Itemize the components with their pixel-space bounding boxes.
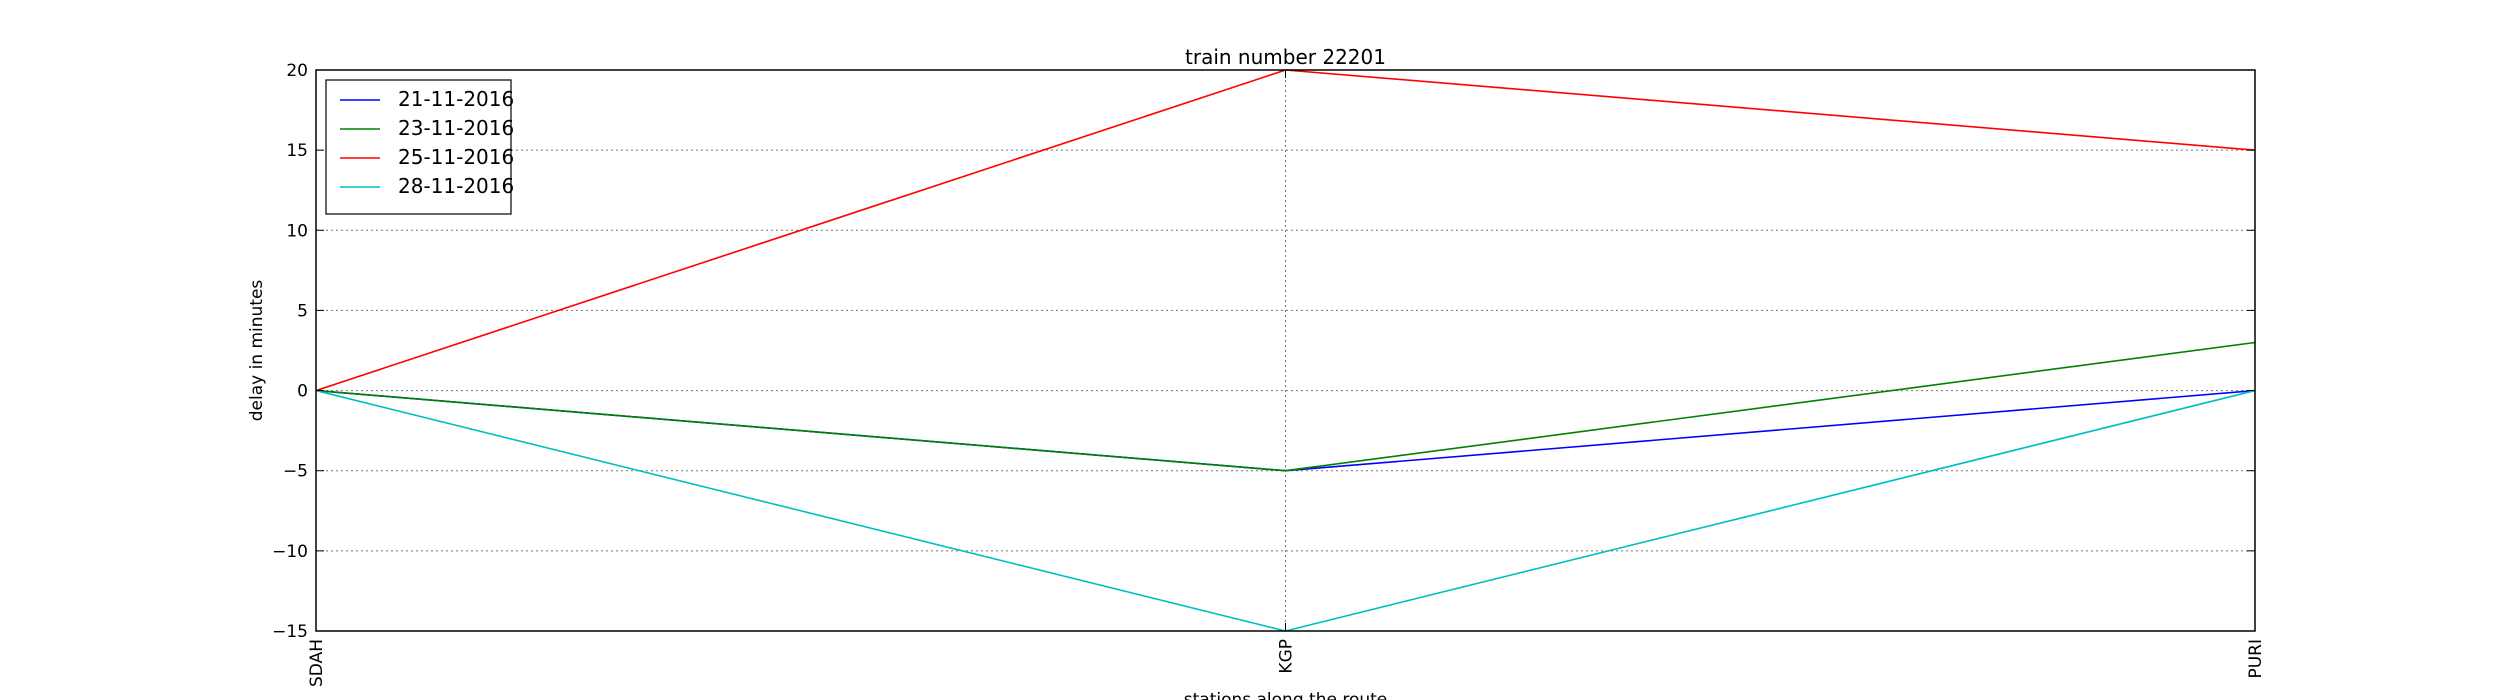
chart-title: train number 22201 [1185, 45, 1386, 69]
legend: 21-11-2016 23-11-2016 25-11-2016 28-11-2016 [325, 79, 514, 215]
legend-box [325, 79, 512, 215]
legend-label: 21-11-2016 [398, 87, 514, 111]
y-tick-label: 15 [286, 141, 308, 161]
x-axis: SDAH KGP PURI [307, 70, 2266, 687]
y-tick-label: −15 [272, 622, 308, 642]
x-tick-label: SDAH [307, 639, 327, 687]
y-tick-label: 5 [297, 301, 308, 321]
x-axis-title: stations along the route [1184, 690, 1388, 700]
x-tick-label: PURI [2246, 639, 2266, 679]
series-line [315, 341, 2256, 472]
legend-label: 28-11-2016 [398, 174, 514, 198]
x-tick-label: KGP [1277, 639, 1297, 674]
y-tick-label: −5 [283, 462, 308, 482]
legend-label: 23-11-2016 [398, 116, 514, 140]
y-tick-label: 10 [286, 221, 308, 241]
y-axis: −15 −10 −5 0 5 10 15 20 [272, 61, 2255, 642]
legend-label: 25-11-2016 [398, 145, 514, 169]
y-axis-title: delay in minutes [247, 280, 267, 422]
y-tick-label: −10 [272, 542, 308, 562]
y-tick-label: 20 [286, 61, 308, 81]
y-tick-label: 0 [297, 382, 308, 402]
grid [315, 69, 2256, 632]
